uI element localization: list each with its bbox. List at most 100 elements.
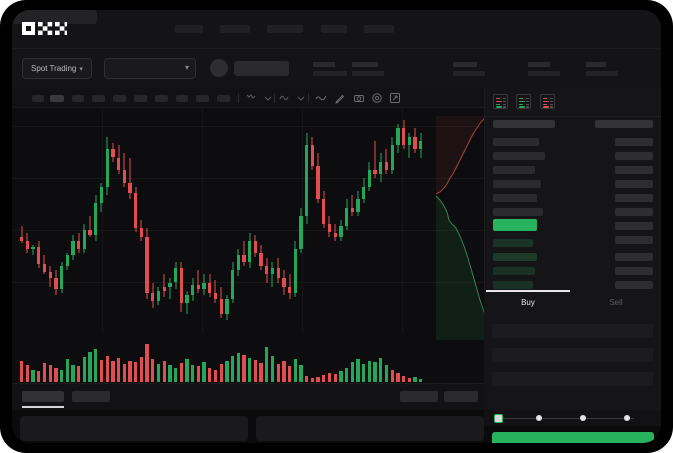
settings-gear-icon[interactable] (371, 92, 383, 104)
timeframe-chip-6[interactable] (155, 95, 168, 102)
orderbook-bid-row[interactable] (493, 267, 535, 275)
candle (219, 108, 223, 334)
timeframe-chip-4[interactable] (113, 95, 126, 102)
timeframe-chip-7[interactable] (176, 95, 188, 102)
trading-pair-selector[interactable]: ▾ (104, 58, 196, 79)
indicators-chevron-icon[interactable] (295, 92, 307, 104)
indicators-icon[interactable] (278, 92, 290, 104)
tab-buy[interactable]: Buy (484, 290, 572, 316)
candle (94, 108, 98, 334)
orderbook-ask-row[interactable] (493, 138, 539, 146)
toolbar-divider-1 (238, 93, 239, 103)
chart-action-0[interactable] (400, 391, 438, 402)
orderbook-current-price-row[interactable] (493, 219, 537, 231)
orderbook-mid-size[interactable] (615, 222, 653, 230)
stepper-node-1[interactable] (536, 415, 542, 421)
stepper-node-3[interactable] (624, 415, 630, 421)
primary-action-button[interactable] (492, 432, 654, 443)
candle (208, 108, 212, 334)
fullscreen-icon[interactable] (389, 92, 401, 104)
volume-bar (111, 361, 115, 382)
orderbook-mode-bids-icon[interactable] (516, 94, 532, 109)
timeframe-chip-0[interactable] (32, 95, 44, 102)
snapshot-icon[interactable] (353, 92, 365, 104)
drawing-tool-icon[interactable] (334, 92, 346, 104)
orderbook-ask-size[interactable] (615, 208, 653, 216)
candle (20, 108, 24, 334)
volume-bar (419, 378, 423, 382)
orderbook-mode-both-icon[interactable] (493, 94, 508, 109)
stat-label-2 (453, 62, 477, 67)
candle (293, 108, 297, 334)
candle (37, 108, 41, 334)
nav-item-2[interactable] (267, 25, 303, 33)
orderbook-ask-row[interactable] (493, 180, 541, 188)
timeframe-chip-1[interactable] (50, 95, 64, 102)
orderbook-ask-row[interactable] (493, 152, 545, 160)
orderbook-ask-row[interactable] (493, 208, 543, 216)
search-input[interactable] (12, 10, 97, 24)
price-chart[interactable] (12, 108, 484, 383)
chart-action-1[interactable] (444, 391, 478, 402)
candle (287, 108, 292, 334)
candle (407, 108, 411, 334)
timeframe-chip-5[interactable] (134, 95, 147, 102)
stat-label-3 (528, 62, 550, 67)
volume-bar (396, 372, 400, 382)
orderbook-bid-row[interactable] (493, 239, 533, 247)
orderbook-ask-row[interactable] (493, 166, 535, 174)
order-field-price[interactable] (492, 324, 653, 338)
bottom-card-1[interactable] (256, 416, 484, 441)
candle (99, 108, 104, 334)
orderbook-ask-size[interactable] (615, 180, 653, 188)
line-tool-icon[interactable] (315, 92, 327, 104)
bottom-card-0[interactable] (20, 416, 248, 441)
nav-item-3[interactable] (321, 25, 347, 33)
volume-bar (162, 361, 166, 382)
nav-item-4[interactable] (364, 25, 394, 33)
orderbook-mid-size-2[interactable] (615, 236, 653, 244)
orderbook-bid-size[interactable] (615, 281, 653, 289)
tab-sell[interactable]: Sell (572, 290, 660, 316)
timeframe-chip-8[interactable] (196, 95, 209, 102)
chart-type-chevron-icon[interactable] (262, 92, 274, 104)
volume-bar (305, 376, 309, 382)
orderbook-ask-size[interactable] (615, 194, 653, 202)
timeframe-chip-2[interactable] (72, 95, 84, 102)
orderbook-mode-asks-icon[interactable] (539, 94, 555, 109)
candle (65, 108, 69, 334)
timeframe-chip-3[interactable] (92, 95, 105, 102)
chart-tab-1[interactable] (72, 391, 110, 402)
chart-type-candles-icon[interactable] (245, 92, 257, 104)
order-field-amount[interactable] (492, 348, 653, 362)
orderbook-bid-size[interactable] (615, 267, 653, 275)
chart-tab-0[interactable] (22, 391, 64, 402)
timeframe-chip-9[interactable] (217, 95, 230, 102)
volume-bar (242, 354, 246, 382)
orderbook-ask-size[interactable] (615, 152, 653, 160)
orderbook-ask-size[interactable] (615, 138, 653, 146)
market-type-selector[interactable]: Spot Trading ▾ (22, 58, 92, 79)
order-side-tabs: Buy Sell (484, 290, 661, 316)
nav-item-0[interactable] (175, 25, 203, 33)
volume-bar (339, 371, 343, 382)
stepper-node-0[interactable] (494, 414, 503, 423)
volume-bar (213, 369, 218, 382)
nav-item-1[interactable] (220, 25, 250, 33)
okx-logo[interactable] (22, 22, 67, 36)
orderbook-bid-size[interactable] (615, 253, 653, 261)
orderbook-ask-row[interactable] (493, 194, 537, 202)
gridline-h-2 (12, 230, 484, 231)
volume-bar (139, 357, 144, 382)
candle (173, 108, 178, 334)
candle (362, 108, 366, 334)
orderbook-bid-row[interactable] (493, 253, 537, 261)
stat-value-0 (313, 71, 347, 76)
volume-bar (88, 352, 92, 382)
orderbook-header-right (595, 120, 653, 128)
orderbook-bid-row[interactable] (493, 281, 533, 289)
stepper-node-2[interactable] (580, 415, 586, 421)
orderbook-ask-size[interactable] (615, 166, 653, 174)
tab-sell-label: Sell (609, 298, 623, 307)
order-field-total[interactable] (492, 372, 653, 386)
